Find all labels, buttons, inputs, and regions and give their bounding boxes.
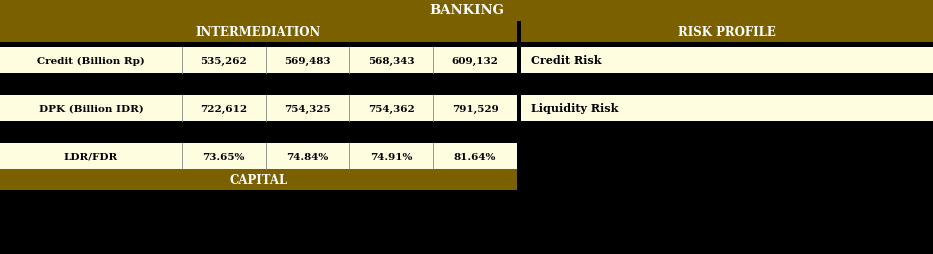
Text: Liquidity Risk: Liquidity Risk [531, 103, 618, 114]
Text: 81.64%: 81.64% [453, 152, 496, 161]
Bar [0, 22, 517, 43]
Text: 609,132: 609,132 [452, 56, 498, 65]
Text: 74.91%: 74.91% [370, 152, 412, 161]
Bar [521, 22, 933, 43]
Bar [521, 96, 933, 121]
Text: 722,612: 722,612 [201, 104, 247, 113]
Text: DPK (Billion IDR): DPK (Billion IDR) [38, 104, 144, 113]
Text: 74.84%: 74.84% [286, 152, 328, 161]
Text: BANKING: BANKING [429, 5, 504, 18]
Bar [0, 169, 517, 190]
Text: Credit Risk: Credit Risk [531, 55, 601, 66]
Text: 754,325: 754,325 [285, 104, 331, 113]
Text: 754,362: 754,362 [368, 104, 414, 113]
Text: 791,529: 791,529 [452, 104, 498, 113]
Text: Credit (Billion Rp): Credit (Billion Rp) [37, 56, 145, 65]
Text: 535,262: 535,262 [201, 56, 247, 65]
Text: 569,483: 569,483 [285, 56, 331, 65]
Bar [0, 0, 933, 22]
Text: CAPITAL: CAPITAL [230, 173, 287, 186]
Text: INTERMEDIATION: INTERMEDIATION [196, 26, 321, 39]
Text: 568,343: 568,343 [368, 56, 414, 65]
Bar [0, 96, 517, 121]
Bar [0, 48, 517, 74]
Text: RISK PROFILE: RISK PROFILE [678, 26, 775, 39]
Text: 73.65%: 73.65% [202, 152, 245, 161]
Text: LDR/FDR: LDR/FDR [63, 152, 118, 161]
Bar [0, 144, 517, 169]
Bar [521, 48, 933, 74]
